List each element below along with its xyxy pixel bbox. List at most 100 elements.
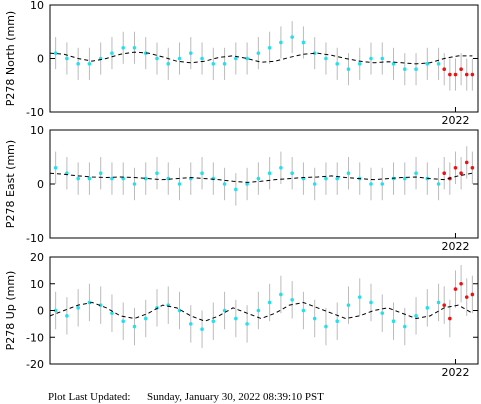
point bbox=[87, 176, 92, 181]
point bbox=[200, 327, 204, 332]
point bbox=[312, 51, 317, 55]
point bbox=[143, 51, 148, 55]
point bbox=[155, 56, 159, 61]
point bbox=[425, 62, 430, 66]
y-tick-label: -10 bbox=[26, 232, 44, 245]
point bbox=[357, 62, 362, 66]
point bbox=[132, 182, 137, 186]
point bbox=[442, 67, 447, 71]
point bbox=[234, 187, 238, 192]
point bbox=[211, 319, 216, 324]
point bbox=[110, 51, 114, 55]
point bbox=[155, 171, 159, 175]
point bbox=[453, 166, 458, 170]
point bbox=[414, 171, 418, 175]
point bbox=[53, 166, 58, 170]
point bbox=[470, 166, 475, 170]
point bbox=[222, 182, 227, 186]
point bbox=[121, 46, 126, 50]
point bbox=[256, 51, 261, 55]
point bbox=[121, 319, 126, 324]
point bbox=[414, 314, 418, 318]
point bbox=[402, 67, 407, 71]
footer-label: Plot Last Updated: bbox=[48, 391, 131, 403]
point bbox=[402, 176, 407, 181]
point bbox=[442, 171, 447, 175]
point bbox=[76, 176, 80, 181]
point bbox=[53, 308, 58, 313]
x-tick-label: 2022 bbox=[441, 366, 469, 379]
panel bbox=[49, 146, 475, 206]
point bbox=[448, 316, 452, 321]
point bbox=[188, 322, 193, 326]
point bbox=[53, 51, 58, 55]
model-line bbox=[49, 51, 473, 65]
point bbox=[279, 40, 283, 45]
panel bbox=[49, 21, 475, 91]
point bbox=[245, 56, 249, 61]
point bbox=[98, 303, 103, 307]
x-tick-label: 2022 bbox=[441, 114, 469, 127]
y-tick-label: 20 bbox=[30, 251, 44, 264]
point bbox=[464, 72, 469, 77]
model-line bbox=[49, 301, 473, 322]
point bbox=[290, 171, 294, 175]
point bbox=[470, 292, 475, 297]
point bbox=[76, 306, 80, 310]
point bbox=[234, 56, 238, 61]
point bbox=[425, 306, 430, 310]
point bbox=[335, 62, 340, 66]
point bbox=[177, 182, 182, 186]
point bbox=[177, 56, 182, 61]
y-tick-label: -10 bbox=[26, 331, 44, 344]
point bbox=[346, 171, 351, 175]
point bbox=[211, 176, 216, 181]
y-tick-label: 0 bbox=[37, 178, 44, 191]
point bbox=[98, 171, 103, 175]
point bbox=[335, 176, 340, 181]
point bbox=[87, 62, 92, 66]
panel bbox=[49, 265, 475, 348]
point bbox=[414, 67, 418, 71]
y-tick-label: -20 bbox=[26, 358, 44, 371]
point bbox=[267, 46, 272, 50]
point bbox=[369, 182, 373, 186]
point bbox=[121, 176, 126, 181]
point bbox=[346, 303, 351, 307]
point bbox=[211, 62, 216, 66]
point bbox=[65, 56, 69, 61]
point bbox=[166, 176, 171, 181]
point bbox=[256, 176, 261, 181]
point bbox=[143, 316, 148, 321]
point bbox=[464, 160, 469, 165]
y-tick-label: 0 bbox=[37, 53, 44, 66]
point bbox=[436, 300, 441, 305]
point bbox=[324, 176, 328, 181]
point bbox=[132, 324, 137, 329]
x-tick-label: 2022 bbox=[441, 240, 469, 253]
point bbox=[87, 300, 92, 305]
point bbox=[143, 176, 148, 181]
point bbox=[110, 311, 114, 315]
point bbox=[459, 171, 463, 175]
point bbox=[380, 182, 385, 186]
point bbox=[234, 316, 238, 321]
point bbox=[301, 308, 306, 313]
point bbox=[459, 281, 463, 286]
point bbox=[453, 72, 458, 77]
point bbox=[166, 62, 171, 66]
point bbox=[188, 51, 193, 55]
point bbox=[200, 171, 204, 175]
point bbox=[357, 295, 362, 299]
point bbox=[380, 56, 385, 61]
point bbox=[200, 56, 204, 61]
point bbox=[470, 72, 475, 77]
y-tick-label: 0 bbox=[37, 305, 44, 318]
y-axis-label: P278 Up (mm) bbox=[4, 271, 17, 351]
point bbox=[132, 46, 137, 50]
point bbox=[65, 314, 69, 318]
point bbox=[222, 62, 227, 66]
model-line bbox=[49, 172, 473, 183]
point bbox=[464, 295, 469, 299]
